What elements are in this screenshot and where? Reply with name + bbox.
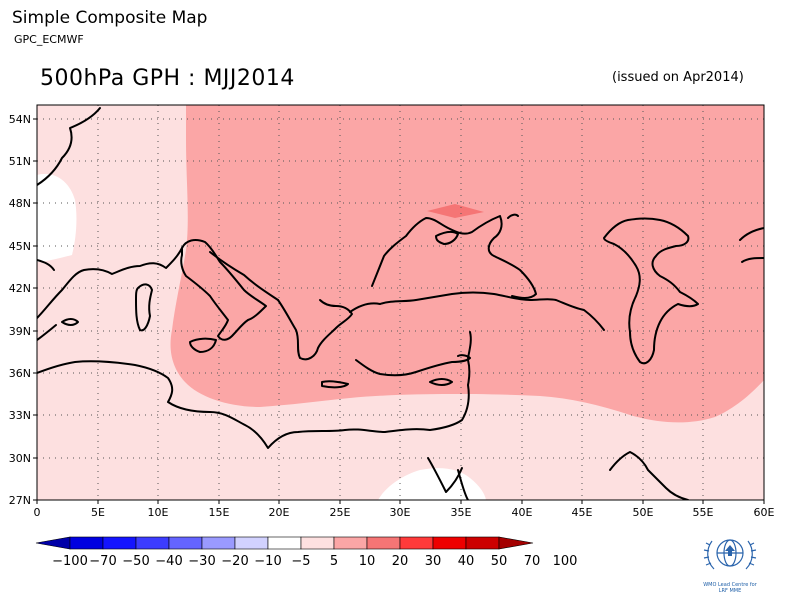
- lat-label: 30N: [9, 452, 31, 465]
- app-title: Simple Composite Map: [12, 8, 208, 28]
- lat-label: 45N: [9, 240, 31, 253]
- legend-label: −70: [89, 554, 116, 569]
- lon-label: 45E: [572, 506, 593, 519]
- model-subtitle: GPC_ECMWF: [14, 33, 84, 46]
- axis-ticks: [33, 118, 765, 504]
- legend-label: 10: [359, 554, 376, 569]
- lon-label: 30E: [390, 506, 411, 519]
- legend-label: 30: [425, 554, 442, 569]
- legend-swatch: [465, 536, 500, 550]
- longitude-labels: 0 5E 10E 15E 20E 25E 30E 35E 40E 45E 50E…: [34, 506, 775, 519]
- legend-label: 70: [524, 554, 541, 569]
- legend-swatch: [267, 536, 302, 550]
- anomaly-fill-strong: [427, 204, 484, 218]
- legend-swatch: [498, 536, 534, 550]
- legend-label: −40: [155, 554, 182, 569]
- lon-label: 35E: [451, 506, 472, 519]
- legend-label: −20: [221, 554, 248, 569]
- legend-swatch: [366, 536, 401, 550]
- lon-label: 10E: [148, 506, 169, 519]
- issued-date: (issued on Apr2014): [612, 70, 744, 85]
- legend-swatch: [168, 536, 203, 550]
- wmo-logo: [690, 527, 770, 599]
- coastlines: [37, 107, 764, 500]
- legend-swatch: [333, 536, 368, 550]
- lon-label: 5E: [91, 506, 105, 519]
- legend-swatch: [102, 536, 137, 550]
- color-legend: −100 −70 −50 −40 −30 −20 −10 −5 5 10 20 30 40 50 70 100: [35, 536, 578, 569]
- lon-label: 50E: [633, 506, 654, 519]
- legend-swatch: [135, 536, 170, 550]
- lon-label: 20E: [269, 506, 290, 519]
- legend-label: 100: [553, 554, 578, 569]
- lat-label: 36N: [9, 367, 31, 380]
- legend-swatch: [432, 536, 467, 550]
- legend-swatch: [69, 536, 104, 550]
- legend-swatch: [201, 536, 236, 550]
- lat-label: 39N: [9, 325, 31, 338]
- lon-label: 40E: [512, 506, 533, 519]
- lat-label: 42N: [9, 282, 31, 295]
- lon-label: 55E: [693, 506, 714, 519]
- legend-label: −10: [254, 554, 281, 569]
- legend-label: 40: [458, 554, 475, 569]
- lon-label: 60E: [754, 506, 775, 519]
- lon-label: 25E: [330, 506, 351, 519]
- legend-label: −30: [188, 554, 215, 569]
- legend-label: 50: [491, 554, 508, 569]
- legend-label: 20: [392, 554, 409, 569]
- lon-label: 15E: [209, 506, 230, 519]
- logo-caption-line: WMO Lead Centre for: [703, 582, 757, 588]
- legend-label: 5: [330, 554, 338, 569]
- logo-caption: WMO Lead Centre for LRF MME: [684, 582, 776, 594]
- legend-swatch: [300, 536, 335, 550]
- logo-caption-line: LRF MME: [718, 588, 742, 594]
- legend-label: −50: [122, 554, 149, 569]
- lon-label: 0: [34, 506, 41, 519]
- anomaly-fill-white-west: [37, 173, 77, 262]
- map-title: 500hPa GPH : MJJ2014: [40, 66, 295, 91]
- legend-label: −5: [291, 554, 310, 569]
- legend-swatch: [234, 536, 269, 550]
- lat-label: 54N: [9, 113, 31, 126]
- anomaly-fill-mid: [170, 105, 764, 423]
- lat-label: 27N: [9, 494, 31, 507]
- latitude-labels: 54N 51N 48N 45N 42N 39N 36N 33N 30N 27N: [9, 113, 31, 507]
- map-plot-area: [37, 105, 764, 500]
- lat-label: 48N: [9, 197, 31, 210]
- legend-label: −100: [52, 554, 88, 569]
- lat-label: 33N: [9, 409, 31, 422]
- lat-label: 51N: [9, 155, 31, 168]
- wmo-emblem-icon: [703, 539, 757, 570]
- legend-swatch: [399, 536, 434, 550]
- legend-swatch: [35, 536, 71, 550]
